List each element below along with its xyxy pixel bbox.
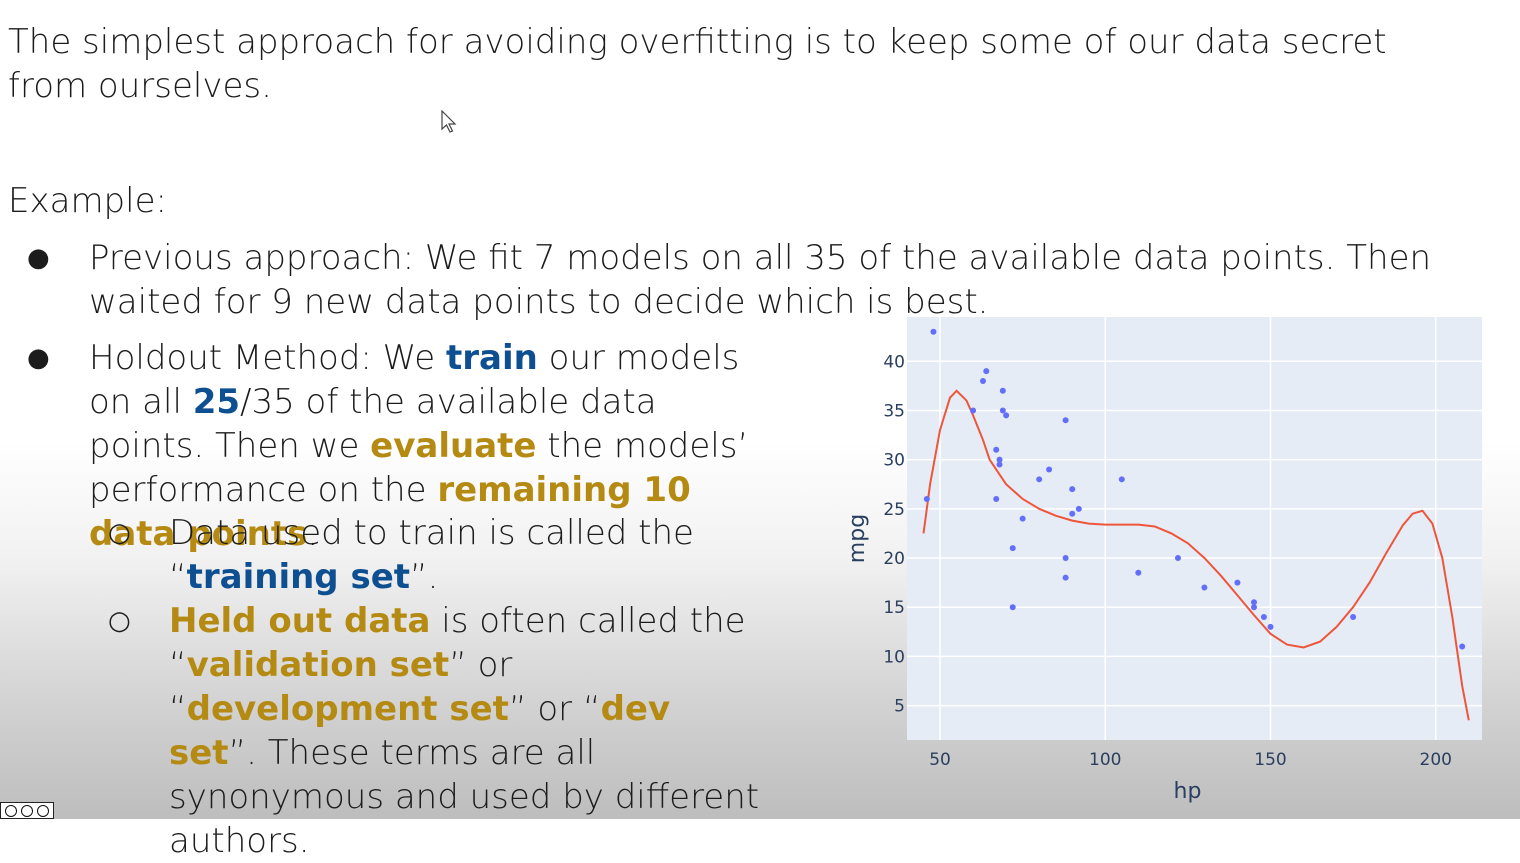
x-tick-label: 150 bbox=[1254, 750, 1286, 770]
data-point bbox=[1250, 599, 1257, 606]
text-segment: the models’ performance on the bbox=[89, 426, 749, 510]
cc-nc-icon bbox=[21, 804, 33, 817]
keyword-evaluate: evaluate bbox=[370, 426, 537, 466]
x-tick-label: 50 bbox=[929, 750, 951, 770]
sub-bullet-training-set: Data used to train is called the “traini… bbox=[169, 511, 779, 599]
keyword-dev-set: dev set bbox=[169, 689, 671, 773]
cc-by-icon bbox=[5, 804, 17, 817]
y-tick-label: 30 bbox=[883, 451, 905, 471]
y-tick-label: 35 bbox=[883, 401, 905, 421]
cc-sa-icon bbox=[37, 804, 49, 817]
data-point bbox=[993, 446, 1000, 453]
data-point bbox=[980, 377, 987, 384]
keyword-held-out-data: Held out data bbox=[169, 601, 431, 641]
sub-bullet-marker: ○ bbox=[108, 606, 131, 636]
text-segment: Data used to train is called the “ bbox=[169, 513, 694, 597]
y-tick-label: 10 bbox=[883, 647, 905, 667]
data-point bbox=[1069, 486, 1076, 493]
data-point bbox=[1046, 466, 1053, 473]
keyword-25: 25 bbox=[192, 382, 241, 422]
data-point bbox=[993, 495, 1000, 502]
sub-bullet-held-out-data: Held out data is often called the “valid… bbox=[169, 599, 769, 863]
text-segment: our models on all bbox=[89, 338, 740, 422]
intro-text: The simplest approach for avoiding overf… bbox=[8, 22, 1387, 106]
keyword-training-set: training set bbox=[186, 557, 411, 597]
data-point bbox=[1009, 545, 1016, 552]
x-axis-title: hp bbox=[1174, 779, 1202, 804]
data-point bbox=[1234, 579, 1241, 586]
creative-commons-badge-icon bbox=[0, 802, 54, 819]
data-point bbox=[1260, 614, 1267, 621]
fit-line bbox=[922, 389, 1470, 721]
data-point bbox=[1350, 614, 1357, 621]
x-tick-label: 200 bbox=[1420, 750, 1452, 770]
data-point bbox=[1250, 604, 1257, 611]
data-point bbox=[1118, 476, 1125, 483]
keyword-remaining-10: remaining 10 data points bbox=[89, 470, 691, 554]
data-point bbox=[999, 407, 1006, 414]
y-tick-label: 5 bbox=[894, 697, 905, 717]
data-point bbox=[1009, 604, 1016, 611]
data-point bbox=[1062, 574, 1069, 581]
data-point bbox=[970, 407, 977, 414]
data-point bbox=[1069, 510, 1076, 517]
text-segment: ”. bbox=[410, 557, 439, 597]
y-tick-label: 40 bbox=[883, 352, 905, 372]
data-point bbox=[923, 495, 930, 502]
data-point bbox=[996, 456, 1003, 463]
data-point bbox=[1174, 555, 1181, 562]
example-label: Example: bbox=[8, 181, 167, 221]
text-segment: . bbox=[307, 514, 319, 554]
data-point bbox=[1062, 555, 1069, 562]
bullet-previous-approach: Previous approach: We fit 7 models on al… bbox=[89, 236, 1494, 324]
text-segment: is often called the “ bbox=[169, 601, 746, 685]
data-point bbox=[1062, 417, 1069, 424]
bullet-previous-approach-text: Previous approach: We fit 7 models on al… bbox=[89, 238, 1432, 322]
plot-background bbox=[907, 317, 1482, 740]
y-tick-label: 25 bbox=[883, 500, 905, 520]
bullet-marker: ● bbox=[27, 343, 50, 373]
data-point bbox=[999, 387, 1006, 394]
y-axis-title: mpg bbox=[845, 514, 870, 563]
data-point bbox=[1075, 505, 1082, 512]
scatter-chart: 50 100 150 200 5 10 15 20 25 30 35 40 hp mpg bbox=[840, 305, 1500, 810]
text-segment: ” or “ bbox=[508, 689, 601, 729]
text-segment: ” or “ bbox=[169, 645, 513, 729]
data-point bbox=[930, 328, 937, 335]
data-point bbox=[1019, 515, 1026, 522]
y-tick-label: 20 bbox=[883, 549, 905, 569]
mouse-cursor-icon bbox=[441, 110, 457, 133]
data-point bbox=[1201, 584, 1208, 591]
data-point bbox=[1003, 412, 1010, 419]
y-tick-label: 15 bbox=[883, 598, 905, 618]
chart-svg: 50 100 150 200 5 10 15 20 25 30 35 40 hp mpg bbox=[845, 317, 1482, 804]
text-segment: Holdout Method: We bbox=[89, 338, 447, 378]
keyword-train: train bbox=[446, 338, 538, 378]
data-point bbox=[1036, 476, 1043, 483]
data-point bbox=[983, 368, 990, 375]
data-point bbox=[1135, 569, 1142, 576]
keyword-development-set: development set bbox=[186, 689, 509, 729]
sub-bullet-marker: ○ bbox=[108, 518, 131, 548]
text-segment: ”. These terms are all synonymous and us… bbox=[169, 733, 760, 861]
bullet-marker: ● bbox=[27, 243, 50, 273]
x-tick-label: 100 bbox=[1089, 750, 1121, 770]
text-segment: /35 of the available data points. Then w… bbox=[89, 382, 657, 466]
keyword-validation-set: validation set bbox=[186, 645, 450, 685]
data-point bbox=[996, 461, 1003, 468]
data-point bbox=[1267, 623, 1274, 630]
data-point bbox=[1459, 643, 1466, 650]
bullet-holdout-method: Holdout Method: We train our models on a… bbox=[89, 336, 774, 556]
